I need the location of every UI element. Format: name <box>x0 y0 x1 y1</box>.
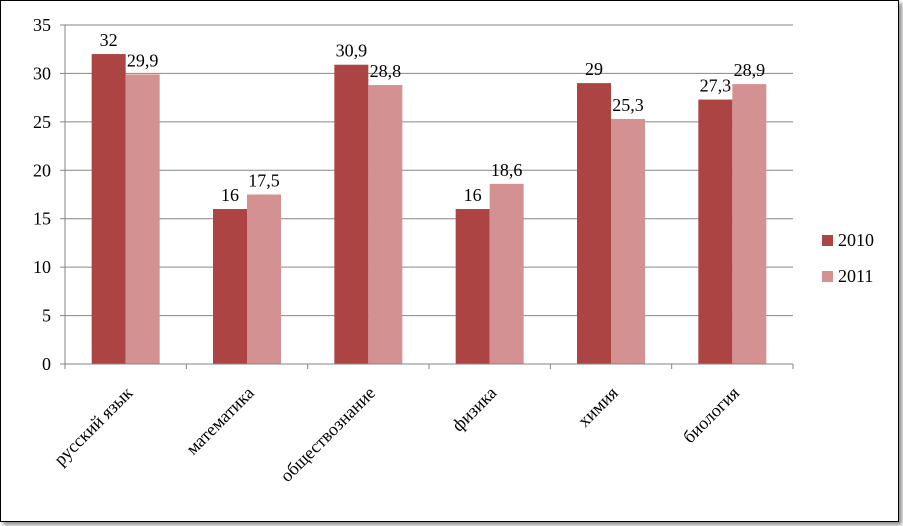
bar <box>334 64 369 364</box>
y-tick-label: 30 <box>33 63 51 83</box>
category-labels: русский язык математика обществознание физи… <box>50 383 743 486</box>
category-label: биология <box>679 383 743 447</box>
bar <box>698 99 733 364</box>
bar <box>611 118 645 364</box>
category-label: математика <box>182 383 258 459</box>
y-tick-label: 15 <box>33 209 51 229</box>
legend-swatch <box>822 271 833 282</box>
data-label: 30,9 <box>336 41 368 61</box>
y-tick-label: 0 <box>42 354 51 374</box>
data-label: 16 <box>221 185 239 205</box>
category-label: химия <box>574 383 622 431</box>
bar <box>213 209 247 364</box>
legend: 2010 2011 <box>822 230 874 286</box>
data-label: 28,8 <box>370 61 402 81</box>
data-label: 16 <box>464 185 482 205</box>
bar <box>577 83 611 364</box>
data-label: 28,9 <box>734 60 766 80</box>
bar <box>91 54 126 365</box>
gridlines <box>65 24 793 317</box>
y-tick-label: 10 <box>33 257 51 277</box>
data-label: 18,6 <box>491 160 523 180</box>
data-label: 25,3 <box>612 95 644 115</box>
legend-label: 2010 <box>838 230 874 250</box>
y-tick-label: 35 <box>33 15 51 35</box>
bar <box>489 183 524 364</box>
data-label: 29,9 <box>127 50 159 70</box>
data-label: 17,5 <box>248 171 280 191</box>
y-axis-ticks: 0 5 10 15 20 25 30 35 <box>33 15 51 374</box>
bar <box>455 209 490 364</box>
data-labels: 32 29,9 16 17,5 30,928,8 16 18,6 29 25,3 27,328,9 <box>100 30 765 205</box>
y-tick-label: 5 <box>42 306 51 326</box>
bar <box>732 84 767 364</box>
data-label: 27,3 <box>700 76 732 96</box>
y-tick-label: 20 <box>33 160 51 180</box>
legend-swatch <box>822 235 833 246</box>
category-label: обществознание <box>276 383 379 486</box>
legend-label: 2011 <box>838 266 873 286</box>
data-label: 29 <box>585 59 603 79</box>
axes <box>60 24 794 369</box>
bar <box>247 194 281 364</box>
data-label: 32 <box>100 30 118 50</box>
bar <box>125 74 160 364</box>
y-tick-label: 25 <box>33 112 51 132</box>
category-label: физика <box>448 383 501 436</box>
bars <box>91 54 767 365</box>
category-label: русский язык <box>50 383 137 470</box>
bar <box>368 85 403 365</box>
